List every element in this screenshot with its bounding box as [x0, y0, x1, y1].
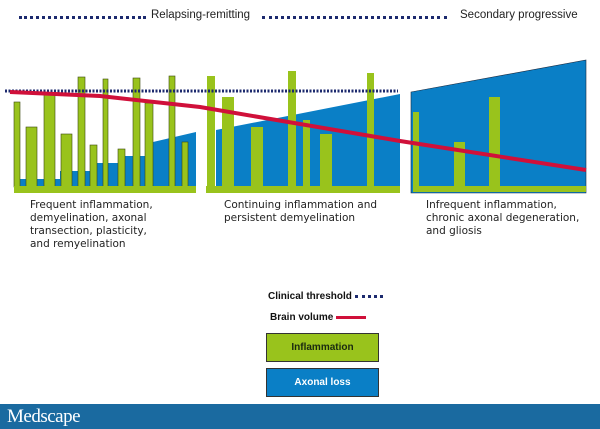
inflammation-baseline [413, 186, 586, 192]
secondary-progressive-label: Secondary progressive [460, 9, 578, 21]
legend-brain-volume-label: Brain volume [270, 312, 334, 323]
brain-volume-swatch [336, 315, 367, 319]
panel-1 [13, 75, 196, 193]
caption-phase-3: Infrequent inflammation, chronic axonal … [426, 199, 580, 237]
legend-brain-volume: Brain volume [270, 312, 367, 323]
phase-divider-dots [19, 16, 146, 19]
threshold-swatch [354, 294, 383, 298]
inflammation-bars [413, 97, 500, 187]
inflammation-bars [13, 75, 189, 188]
brain-volume-line [9, 90, 587, 172]
inflammation-bars [207, 71, 374, 187]
caption-phase-1: Frequent inflammation, demyelination, ax… [30, 199, 153, 250]
legend-threshold: Clinical threshold [268, 291, 383, 302]
caption-phase-2: Continuing inflammation and persistent d… [224, 199, 378, 224]
legend-axonal-loss: Axonal loss [266, 368, 379, 397]
panel-3 [410, 59, 587, 194]
legend-inflammation: Inflammation [266, 333, 379, 362]
inflammation-baseline [206, 186, 400, 193]
ms-course-diagram [5, 59, 587, 194]
phase-divider-dots [262, 16, 447, 19]
footer-bar: Medscape [0, 404, 600, 429]
inflammation-baseline [14, 186, 196, 193]
medscape-logo[interactable]: Medscape [7, 406, 81, 427]
panel-2 [206, 71, 400, 193]
legend-threshold-label: Clinical threshold [268, 291, 352, 302]
relapsing-remitting-label: Relapsing-remitting [151, 9, 251, 21]
